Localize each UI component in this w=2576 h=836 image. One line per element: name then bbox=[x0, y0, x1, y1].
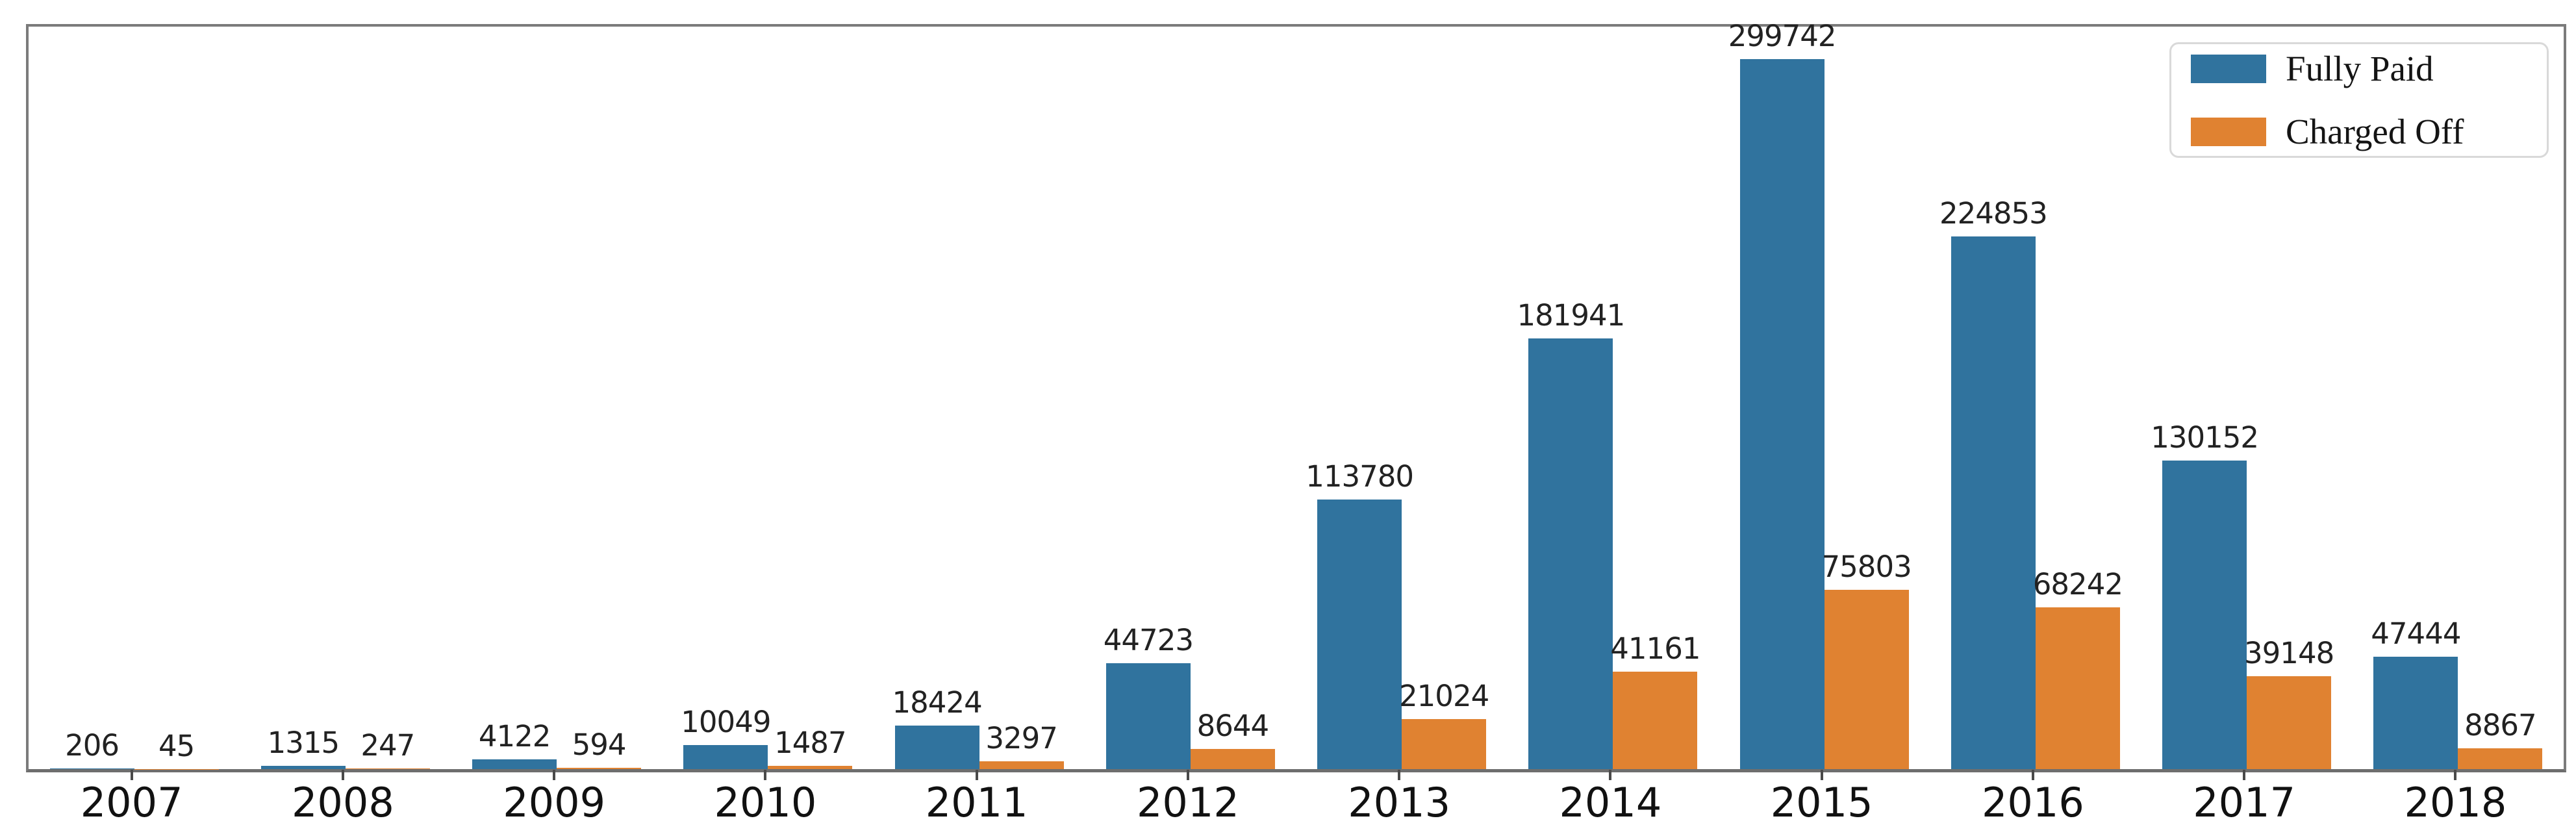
charged-off-bar bbox=[979, 761, 1064, 769]
fully-paid-bar bbox=[894, 725, 979, 769]
charged-off-bar bbox=[2247, 676, 2332, 769]
fully-paid-bar bbox=[472, 759, 557, 769]
charged-off-bar bbox=[2458, 748, 2543, 769]
x-tick-label-2017: 2017 bbox=[2193, 779, 2296, 826]
bar-group-2016: 224853 68242 bbox=[1930, 27, 2141, 769]
charged-off-swatch-icon bbox=[2191, 117, 2266, 146]
legend-item-charged-off: Charged Off bbox=[2191, 111, 2527, 152]
fully-paid-bar bbox=[2162, 461, 2247, 769]
charged-off-bar bbox=[768, 765, 853, 769]
x-tick-label-2018: 2018 bbox=[2404, 779, 2507, 826]
fully-paid-swatch-icon bbox=[2191, 54, 2266, 83]
legend-item-fully-paid: Fully Paid bbox=[2191, 48, 2527, 89]
x-tick-label-2007: 2007 bbox=[80, 779, 183, 826]
bar-group-2010: 10049 1487 bbox=[663, 27, 874, 769]
fully-paid-bar bbox=[1951, 236, 2036, 769]
charged-off-bar bbox=[1190, 748, 1275, 769]
charged-off-value-label: 594 bbox=[572, 727, 627, 762]
bar-group-2013: 113780 21024 bbox=[1296, 27, 1508, 769]
charged-off-bar bbox=[557, 767, 642, 769]
fully-paid-value-label: 18424 bbox=[892, 685, 983, 720]
fully-paid-bar bbox=[683, 745, 768, 769]
x-tick-label-2008: 2008 bbox=[291, 779, 394, 826]
fully-paid-bar bbox=[49, 768, 134, 769]
fully-paid-bar bbox=[2373, 657, 2458, 769]
x-tick bbox=[1398, 770, 1401, 780]
fully-paid-value-label: 4122 bbox=[478, 718, 551, 754]
x-tick-label-2013: 2013 bbox=[1348, 779, 1451, 826]
bar-group-2009: 4122 594 bbox=[451, 27, 663, 769]
charged-off-value-label: 75803 bbox=[1821, 549, 1912, 584]
fully-paid-value-label: 1315 bbox=[267, 726, 340, 761]
x-tick-label-2016: 2016 bbox=[1981, 779, 2084, 826]
x-tick-label-2014: 2014 bbox=[1559, 779, 1662, 826]
fully-paid-bar bbox=[1528, 338, 1613, 769]
bar-group-2012: 44723 8644 bbox=[1085, 27, 1296, 769]
x-tick bbox=[2031, 770, 2034, 780]
x-tick-label-2010: 2010 bbox=[714, 779, 817, 826]
bar-group-2015: 299742 75803 bbox=[1719, 19, 1930, 769]
x-tick bbox=[1609, 770, 1612, 780]
charged-off-value-label: 21024 bbox=[1399, 679, 1489, 714]
fully-paid-value-label: 181941 bbox=[1517, 298, 1625, 333]
x-tick bbox=[553, 770, 556, 780]
fully-paid-bar bbox=[1739, 59, 1825, 769]
legend-label-charged-off: Charged Off bbox=[2286, 112, 2464, 151]
fully-paid-value-label: 130152 bbox=[2151, 420, 2259, 455]
x-tick bbox=[1186, 770, 1189, 780]
fully-paid-value-label: 10049 bbox=[681, 705, 771, 740]
fully-paid-value-label: 299742 bbox=[1728, 19, 1837, 54]
x-tick-label-2012: 2012 bbox=[1136, 779, 1239, 826]
charged-off-value-label: 39148 bbox=[2244, 636, 2334, 671]
charged-off-value-label: 45 bbox=[158, 728, 195, 763]
bar-group-2011: 18424 3297 bbox=[874, 27, 1085, 769]
charged-off-bar bbox=[1824, 589, 1909, 769]
bar-group-2007: 206 45 bbox=[29, 27, 240, 769]
fully-paid-bar bbox=[1317, 500, 1402, 769]
x-tick bbox=[130, 770, 133, 780]
bar-group-2014: 181941 41161 bbox=[1508, 27, 1719, 769]
charged-off-bar bbox=[2035, 607, 2120, 769]
x-tick-label-2015: 2015 bbox=[1770, 779, 1873, 826]
bar-group-2008: 1315 247 bbox=[240, 27, 451, 769]
charged-off-bar bbox=[345, 768, 430, 769]
x-tick bbox=[2454, 770, 2457, 780]
x-tick-label-2011: 2011 bbox=[925, 779, 1028, 826]
charged-off-value-label: 247 bbox=[360, 728, 415, 763]
x-tick bbox=[975, 770, 978, 780]
x-tick bbox=[341, 770, 344, 780]
legend: Fully Paid Charged Off bbox=[2169, 42, 2549, 158]
bar-group-2018: 47444 8867 bbox=[2353, 27, 2564, 769]
fully-paid-value-label: 206 bbox=[65, 728, 120, 763]
fully-paid-bar bbox=[1105, 663, 1191, 769]
charged-off-bar bbox=[1613, 671, 1698, 769]
charged-off-value-label: 68242 bbox=[2032, 567, 2123, 602]
charged-off-value-label: 3297 bbox=[985, 720, 1058, 755]
x-tick bbox=[1820, 770, 1823, 780]
x-tick bbox=[764, 770, 767, 780]
plot-area: 206 45 1315 247 4122 594 10049 1487 18424 3297 447… bbox=[26, 19, 2566, 772]
legend-label-fully-paid: Fully Paid bbox=[2286, 49, 2434, 88]
charged-off-bar bbox=[1402, 719, 1487, 769]
x-tick bbox=[2243, 770, 2246, 780]
charged-off-value-label: 1487 bbox=[774, 725, 847, 760]
fully-paid-bar bbox=[260, 766, 346, 769]
charged-off-value-label: 8644 bbox=[1196, 708, 1270, 743]
x-tick-label-2009: 2009 bbox=[503, 779, 606, 826]
fully-paid-value-label: 224853 bbox=[1939, 196, 2048, 231]
fully-paid-value-label: 44723 bbox=[1103, 622, 1194, 657]
charged-off-value-label: 41161 bbox=[1610, 631, 1700, 666]
fully-paid-value-label: 47444 bbox=[2371, 616, 2461, 652]
fully-paid-value-label: 113780 bbox=[1306, 459, 1414, 494]
charged-off-value-label: 8867 bbox=[2464, 707, 2537, 742]
bar-group-2017: 130152 39148 bbox=[2141, 27, 2353, 769]
